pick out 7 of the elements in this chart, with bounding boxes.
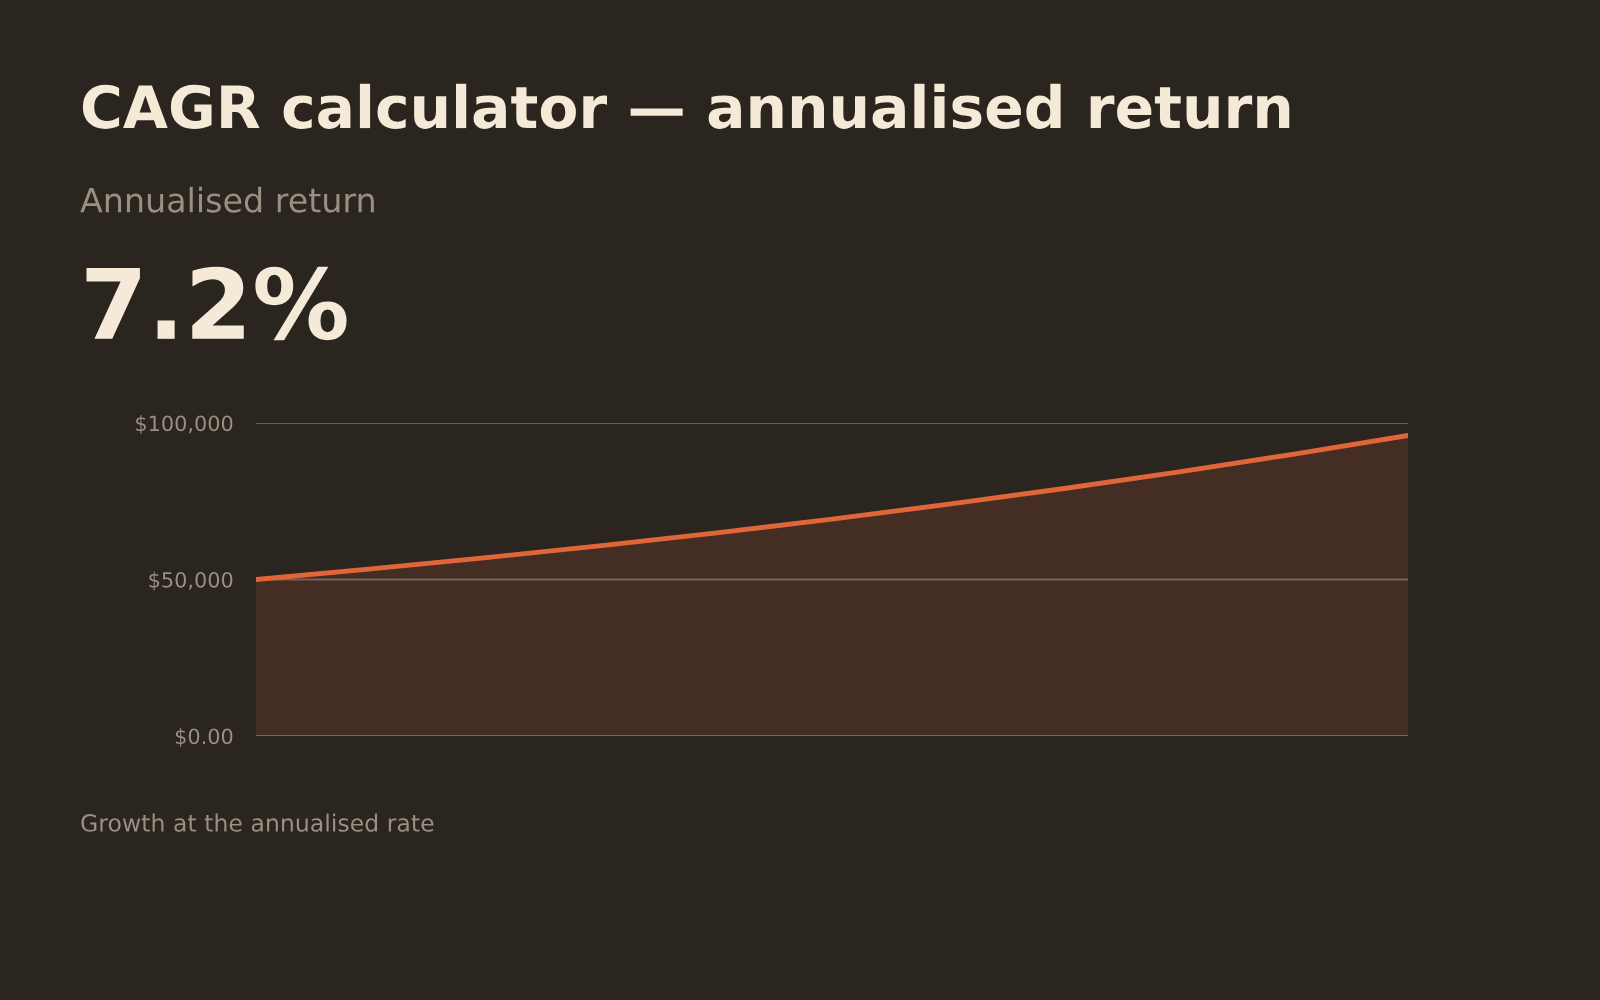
text: 7.2% (86, 266, 347, 341)
y-tick-label: $100,000 (136, 415, 233, 434)
y-tick-label: $0.00 (175, 728, 233, 747)
text: Growth at the annualised rate (81, 813, 434, 832)
y-tick-label: $50,000 (149, 571, 233, 591)
chart-title: CAGR calculator — annualised return (82, 83, 1290, 129)
chart-subtitle: Annualised return (80, 186, 374, 213)
